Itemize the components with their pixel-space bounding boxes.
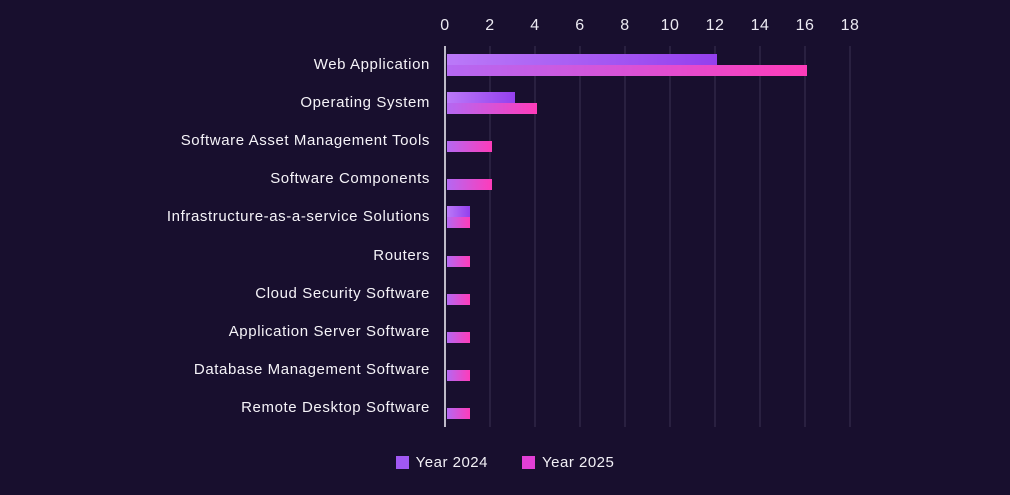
gridline [849, 46, 851, 427]
gridline [489, 46, 491, 427]
axis-tick-label: 0 [440, 17, 450, 34]
axis-tick-label: 10 [660, 17, 680, 34]
gridline [534, 46, 536, 427]
category-label: Web Application [313, 56, 430, 74]
gridline [804, 46, 806, 427]
bar-year-2024 [447, 54, 717, 66]
category-label: Database Management Software [193, 360, 430, 378]
bar-year-2024 [447, 206, 470, 218]
bar-year-2025 [447, 65, 807, 77]
bar-year-2025 [447, 407, 470, 419]
axis-tick-label: 18 [840, 17, 860, 34]
x-axis: 0 2 4 6 8 10 12 14 16 18 [440, 17, 859, 39]
legend-swatch [522, 456, 535, 469]
bar-year-2025 [447, 255, 470, 267]
bar-year-2024 [447, 92, 515, 104]
gridline [714, 46, 716, 427]
category-label: Operating System [300, 94, 430, 112]
bar-year-2025 [447, 217, 470, 229]
axis-tick-label: 4 [530, 17, 540, 34]
bar-year-2025 [447, 369, 470, 381]
category-label: Cloud Security Software [255, 284, 430, 302]
category-label: Routers [373, 246, 430, 264]
legend-item-year-2024: Year 2024 [395, 454, 488, 471]
axis-tick-label: 16 [795, 17, 815, 34]
category-label: Software Asset Management Tools [180, 132, 430, 150]
category-label: Infrastructure-as-a-service Solutions [166, 208, 430, 226]
bar-year-2025 [447, 179, 492, 191]
legend-label: Year 2024 [415, 454, 488, 471]
legend-item-year-2025: Year 2025 [522, 454, 614, 471]
legend: Year 2024 Year 2025 [0, 454, 1010, 471]
axis-tick-label: 8 [620, 17, 630, 34]
axis-tick-label: 12 [705, 17, 725, 34]
axis-tick-label: 14 [750, 17, 770, 34]
legend-label: Year 2025 [542, 454, 615, 471]
gridline [624, 46, 626, 427]
category-label: Remote Desktop Software [241, 398, 430, 416]
bar-year-2025 [447, 293, 470, 305]
category-label: Application Server Software [228, 322, 430, 340]
gridline [759, 46, 761, 427]
legend-swatch [395, 456, 409, 469]
bar-year-2025 [447, 141, 492, 153]
category-label: Software Components [270, 170, 430, 188]
axis-tick-label: 6 [575, 17, 585, 34]
axis-zero-line [444, 46, 446, 427]
plot-area [444, 46, 851, 427]
gridline [579, 46, 581, 427]
category-labels: Web Application Operating System Software … [0, 46, 430, 427]
axis-tick-label: 2 [485, 17, 495, 34]
gridline [669, 46, 671, 427]
bar-year-2025 [447, 103, 537, 115]
bar-year-2025 [447, 331, 470, 343]
